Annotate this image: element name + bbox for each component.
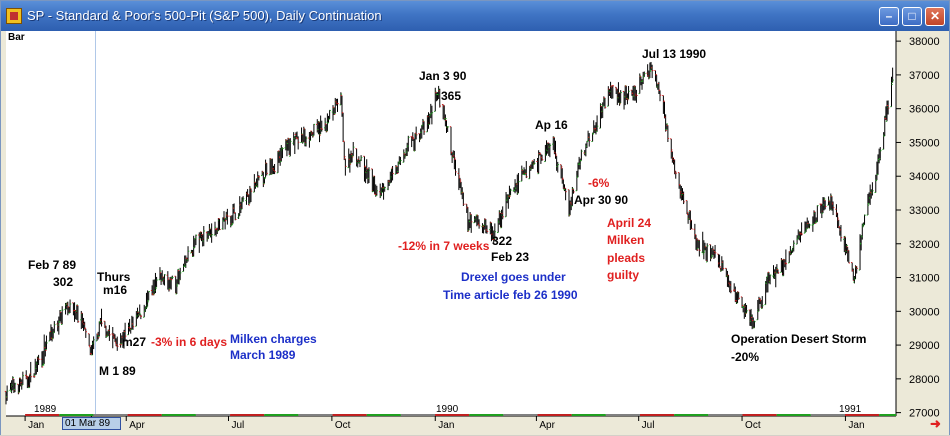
annotation-322: 322 bbox=[492, 234, 513, 248]
y-tick-label: 29000 bbox=[909, 340, 940, 352]
time-strip-segment bbox=[59, 414, 94, 416]
y-tick-label: 27000 bbox=[909, 408, 940, 420]
y-tick-label: 34000 bbox=[909, 171, 940, 183]
y-tick-label: 38000 bbox=[909, 36, 940, 48]
annotation-milken-charges: Milken charges bbox=[230, 332, 317, 346]
annotation-m16: m16 bbox=[103, 283, 128, 297]
annotation-minus3pct: -3% in 6 days bbox=[151, 335, 228, 349]
annotation-302: 302 bbox=[53, 275, 74, 289]
close-icon: ✕ bbox=[929, 9, 941, 23]
y-tick-label: 36000 bbox=[909, 104, 940, 116]
time-strip-segment bbox=[537, 414, 572, 416]
y-axis-panel bbox=[896, 31, 949, 416]
annotation-thurs: Thurs bbox=[97, 270, 131, 284]
x-tick-label: Jan bbox=[28, 420, 44, 431]
x-tick-label: Jul bbox=[642, 420, 655, 431]
x-tick-label: Jan bbox=[438, 420, 454, 431]
plot-area[interactable] bbox=[6, 31, 896, 416]
time-strip-segment bbox=[400, 414, 436, 416]
annotation-desert-storm: Operation Desert Storm bbox=[731, 332, 867, 346]
annotation-drexel: Drexel goes under bbox=[461, 270, 566, 284]
y-tick-label: 31000 bbox=[909, 273, 940, 285]
time-strip-segment bbox=[25, 414, 60, 416]
y-tick-label: 32000 bbox=[909, 239, 940, 251]
annotation-minus20pct: -20% bbox=[731, 350, 760, 364]
annotation-guilty: guilty bbox=[607, 268, 639, 282]
time-strip-segment bbox=[264, 414, 299, 416]
annotation-m27: m27 bbox=[122, 335, 147, 349]
y-tick-label: 33000 bbox=[909, 205, 940, 217]
time-strip-segment bbox=[776, 414, 811, 416]
annotation-april24: April 24 bbox=[607, 216, 652, 230]
time-strip-segment bbox=[605, 414, 641, 416]
year-label-1989: 1989 bbox=[34, 404, 57, 415]
time-strip-segment bbox=[161, 414, 196, 416]
minimize-icon: – bbox=[885, 9, 893, 23]
chart-app-icon[interactable] bbox=[6, 8, 22, 24]
time-strip-segment bbox=[230, 414, 265, 416]
year-label-1991: 1991 bbox=[839, 404, 862, 415]
maximize-icon: □ bbox=[908, 9, 916, 23]
x-tick-label: Apr bbox=[129, 420, 145, 431]
x-tick-label: Oct bbox=[745, 420, 761, 431]
y-tick-label: 35000 bbox=[909, 137, 940, 149]
window-title: SP - Standard & Poor's 500-Pit (S&P 500)… bbox=[27, 8, 382, 23]
annotation-jan390: Jan 3 90 bbox=[419, 69, 467, 83]
annotation-m189: M 1 89 bbox=[99, 364, 136, 378]
time-strip-segment bbox=[640, 414, 675, 416]
annotation-time-article: Time article feb 26 1990 bbox=[443, 288, 578, 302]
year-label-1990: 1990 bbox=[436, 404, 459, 415]
cursor-date-label[interactable]: 01 Mar 89 bbox=[62, 417, 121, 430]
y-tick-label: 30000 bbox=[909, 306, 940, 318]
annotation-minus6pct: -6% bbox=[588, 176, 610, 190]
annotation-minus12pct: -12% in 7 weeks bbox=[398, 239, 490, 253]
maximize-button[interactable]: □ bbox=[902, 7, 922, 26]
annotation-apr3090: Apr 30 90 bbox=[574, 193, 629, 207]
time-strip-segment bbox=[127, 414, 162, 416]
time-strip-segment bbox=[708, 414, 743, 416]
time-strip-segment bbox=[195, 414, 231, 416]
time-strip-segment bbox=[742, 414, 777, 416]
y-tick-label: 37000 bbox=[909, 70, 940, 82]
title-bar[interactable]: SP - Standard & Poor's 500-Pit (S&P 500)… bbox=[1, 1, 949, 31]
time-strip-segment bbox=[435, 414, 470, 416]
x-tick-label: Jul bbox=[232, 420, 245, 431]
annotation-jul1390: Jul 13 1990 bbox=[642, 47, 707, 61]
x-tick-label: Oct bbox=[335, 420, 351, 431]
time-strip-segment bbox=[503, 414, 538, 416]
bar-type-label: Bar bbox=[8, 32, 25, 43]
x-tick-label: Apr bbox=[539, 420, 555, 431]
annotation-ap16: Ap 16 bbox=[535, 118, 568, 132]
annotation-feb23: Feb 23 bbox=[491, 250, 530, 264]
time-strip-segment bbox=[93, 414, 128, 416]
y-tick-label: 28000 bbox=[909, 374, 940, 386]
annotation-365: 365 bbox=[441, 89, 462, 103]
time-strip-segment bbox=[674, 414, 709, 416]
close-button[interactable]: ✕ bbox=[925, 7, 945, 26]
right-arrow-icon[interactable]: ➜ bbox=[930, 416, 941, 431]
time-strip-segment bbox=[366, 414, 401, 416]
time-strip-segment bbox=[879, 414, 896, 416]
time-strip-segment bbox=[298, 414, 333, 416]
time-strip-segment bbox=[844, 414, 880, 416]
time-strip-segment bbox=[332, 414, 367, 416]
annotation-march-1989: March 1989 bbox=[230, 348, 296, 362]
x-tick-label: Jan bbox=[848, 420, 864, 431]
minimize-button[interactable]: – bbox=[879, 7, 899, 26]
time-strip-segment bbox=[469, 414, 504, 416]
annotation-milken: Milken bbox=[607, 233, 645, 247]
x-axis-panel bbox=[1, 416, 949, 435]
annotation-pleads: pleads bbox=[607, 251, 646, 265]
date-cursor-line[interactable] bbox=[95, 31, 96, 416]
annotation-feb789: Feb 7 89 bbox=[28, 258, 77, 272]
time-strip-segment bbox=[810, 414, 845, 416]
time-strip-segment bbox=[571, 414, 606, 416]
